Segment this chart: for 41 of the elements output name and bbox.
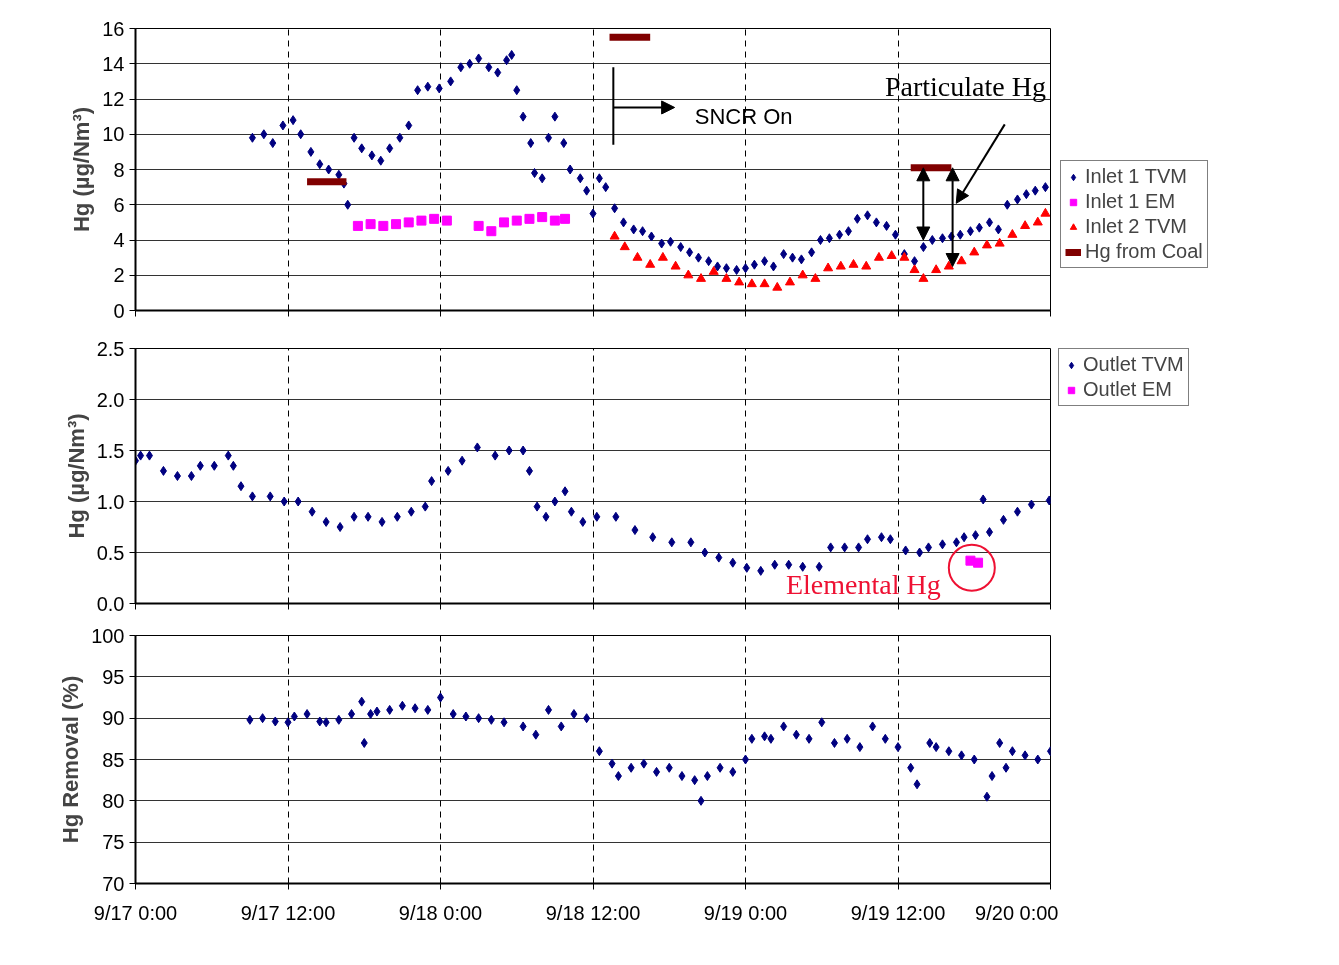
annotation: Particulate Hg	[884, 70, 1046, 102]
x-tick-label: 9/17 0:00	[93, 901, 178, 924]
x-tick-label: 9/19 12:00	[850, 901, 946, 924]
y-tick-label: 90	[102, 707, 125, 730]
y-tick-label: 0.0	[96, 592, 125, 615]
y-tick-label: 10	[102, 123, 125, 146]
x-tick-label: 9/18 12:00	[545, 901, 641, 924]
y-tick-label: 1.0	[96, 490, 125, 513]
y-tick-label: 8	[113, 158, 125, 181]
y-tick-label: 1.5	[96, 439, 125, 462]
y-axis-title: Hg (µg/Nm³)	[63, 413, 89, 539]
ref-line-label: SNCR On	[694, 104, 793, 130]
y-tick-label: 2.5	[96, 337, 125, 360]
x-tick-label: 9/19 0:00	[703, 901, 788, 924]
y-tick-label: 95	[102, 665, 125, 688]
y-tick-label: 14	[102, 52, 125, 75]
y-axis-title: Hg (µg/Nm³)	[69, 106, 95, 233]
y-tick-label: 4	[113, 229, 125, 251]
y-tick-label: 80	[102, 789, 125, 812]
y-tick-label: 0	[113, 299, 125, 322]
y-tick-label: 16	[102, 17, 125, 40]
x-tick-label: 9/20 0:00	[975, 901, 1059, 924]
legend-label: Outlet TVM	[1083, 353, 1184, 376]
y-tick-label: 12	[102, 88, 125, 110]
y-tick-label: 85	[102, 748, 125, 771]
y-axis-title: Hg Removal (%)	[58, 675, 84, 844]
y-tick-label: 2.0	[96, 388, 125, 411]
legend-label: Inlet 2 TVM	[1085, 215, 1187, 238]
y-tick-label: 2	[113, 264, 125, 287]
legend-label: Inlet 1 EM	[1085, 190, 1176, 213]
y-tick-label: 70	[102, 872, 125, 895]
legend-label: Outlet EM	[1083, 378, 1172, 401]
legend-label: Inlet 1 TVM	[1085, 165, 1187, 188]
y-tick-label: 100	[91, 624, 125, 647]
legend-label: Hg from Coal	[1085, 240, 1203, 263]
y-tick-label: 6	[113, 193, 125, 216]
y-tick-label: 0.5	[96, 541, 125, 564]
annotation: Elemental Hg	[785, 568, 941, 600]
x-tick-label: 9/17 12:00	[240, 901, 336, 924]
y-tick-label: 75	[102, 831, 125, 854]
x-tick-label: 9/18 0:00	[398, 901, 483, 924]
